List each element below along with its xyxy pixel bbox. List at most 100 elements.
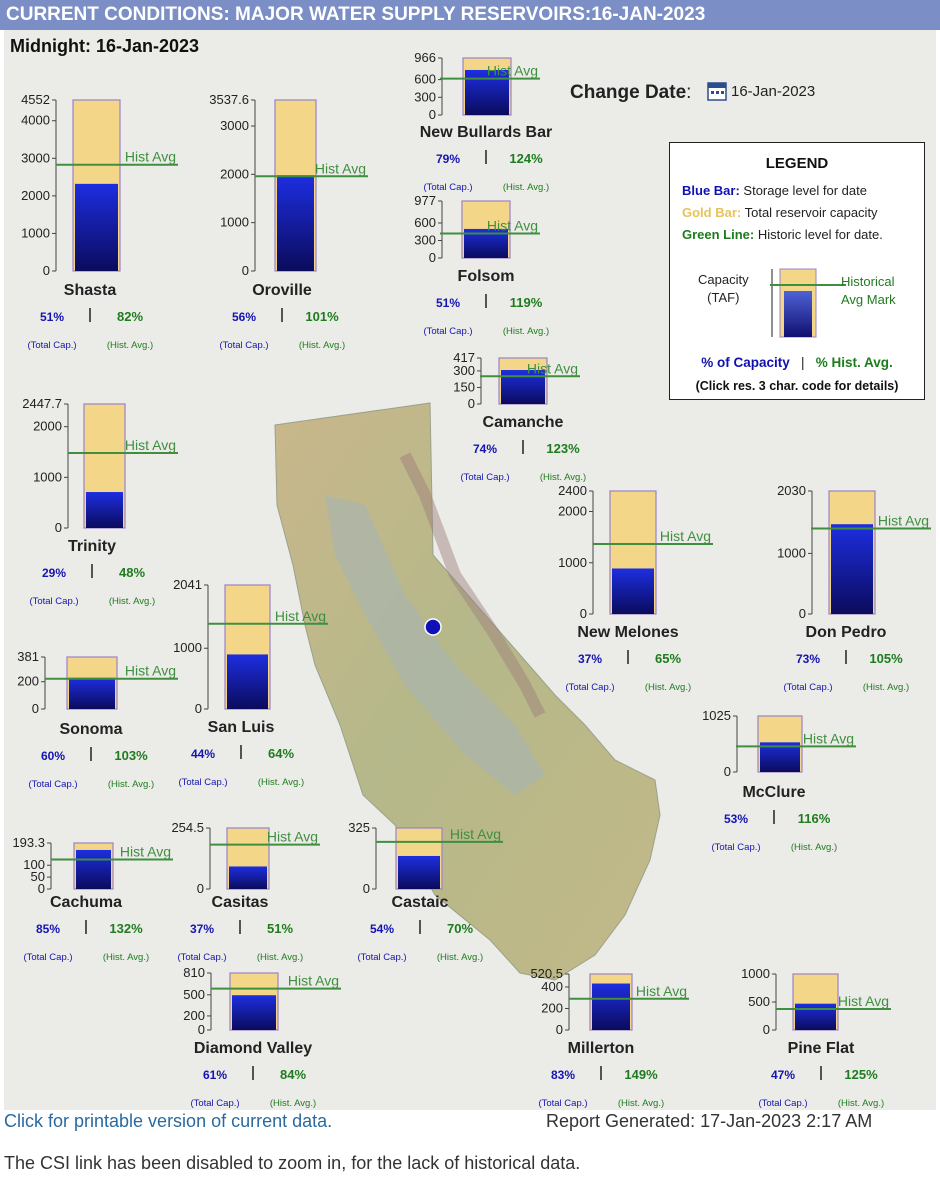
san-luis-pct-capacity: 44% [191,747,215,761]
legend-green: Green Line: Historic level for date. [682,227,883,242]
san-luis-storage-bar [227,654,268,709]
cachuma-pct-hist: 132% [109,921,143,936]
shasta-name[interactable]: Shasta [64,282,117,299]
oroville-total-cap-note: (Total Cap.) [219,340,268,351]
don-pedro-tick-label: 2030 [777,483,806,498]
legend-box: LEGEND Blue Bar: Storage level for date … [669,142,925,400]
sierra-ridge [399,452,546,718]
mcclure-name[interactable]: McClure [742,784,805,801]
folsom-tick-label: 300 [414,232,436,247]
shasta-pct-hist: 82% [117,309,143,324]
shasta-hist-avg-label: Hist Avg [125,149,176,165]
oroville-tick-label: 3537.6 [209,92,249,107]
cachuma-tick-label: 0 [38,881,45,896]
mcclure-total-cap-note: (Total Cap.) [711,842,760,853]
diamond-valley-storage-bar [232,995,276,1030]
sonoma-tick-label: 381 [17,649,39,664]
diamond-valley-pct-hist: 84% [280,1067,306,1082]
page-header: CURRENT CONDITIONS: MAJOR WATER SUPPLY R… [0,0,940,30]
oroville-tick-label: 0 [242,263,249,278]
legend-click-note: (Click res. 3 char. code for details) [695,379,899,393]
sonoma-pct-capacity: 60% [41,749,65,763]
new-bullards-bar-hist-avg-note: (Hist. Avg.) [503,182,549,193]
new-bullards-bar-tick-label: 966 [414,50,436,65]
trinity-total-cap-note: (Total Cap.) [29,596,78,607]
san-luis-name[interactable]: San Luis [208,719,275,736]
oroville-tick-label: 2000 [220,166,249,181]
shasta-pct-capacity: 51% [40,310,64,324]
casitas-pct-capacity: 37% [190,922,214,936]
shasta-total-cap-note: (Total Cap.) [27,340,76,351]
sonoma-hist-avg-label: Hist Avg [125,663,176,679]
sonoma-name[interactable]: Sonoma [59,721,122,738]
millerton-pct-hist: 149% [624,1067,658,1082]
camanche-tick-label: 300 [453,363,475,378]
diamond-valley-name[interactable]: Diamond Valley [194,1040,312,1057]
shasta-storage-bar [75,183,118,271]
don-pedro-pct-hist: 105% [869,651,903,666]
new-melones-pct-capacity: 37% [578,652,602,666]
location-marker[interactable] [424,618,442,636]
diamond-valley-total-cap-note: (Total Cap.) [190,1098,239,1109]
don-pedro-total-cap-note: (Total Cap.) [783,682,832,693]
mcclure-hist-avg-note: (Hist. Avg.) [791,842,837,853]
new-bullards-bar-tick-label: 300 [414,89,436,104]
don-pedro-name[interactable]: Don Pedro [806,624,887,641]
folsom-tick-label: 977 [414,193,436,208]
printable-link[interactable]: Click for printable version of current d… [4,1111,333,1131]
trinity-tick-label: 2000 [33,419,62,434]
sonoma-tick-label: 200 [17,674,39,689]
castaic-hist-avg-label: Hist Avg [450,826,501,842]
mcclure-hist-avg-label: Hist Avg [803,730,854,746]
san-luis-hist-avg-label: Hist Avg [275,608,326,624]
sonoma-hist-avg-note: (Hist. Avg.) [108,779,154,790]
folsom-name[interactable]: Folsom [458,268,515,285]
mcclure-tick-label: 1025 [702,708,731,723]
millerton-hist-avg-note: (Hist. Avg.) [618,1098,664,1109]
millerton-pct-capacity: 83% [551,1068,575,1082]
oroville-hist-avg-label: Hist Avg [315,160,366,176]
pine-flat-name[interactable]: Pine Flat [788,1040,855,1057]
diamond-valley-tick-label: 500 [183,987,205,1002]
casitas-hist-avg-label: Hist Avg [267,829,318,845]
new-melones-name[interactable]: New Melones [577,624,678,641]
oroville-name[interactable]: Oroville [252,282,312,299]
pine-flat-pct-capacity: 47% [771,1068,795,1082]
oroville-hist-avg-note: (Hist. Avg.) [299,340,345,351]
trinity-pct-hist: 48% [119,565,145,580]
shasta-tick-label: 0 [43,263,50,278]
trinity-name[interactable]: Trinity [68,538,116,555]
trinity-tick-label: 2447.7 [22,396,62,411]
cachuma-tick-label: 193.3 [12,835,45,850]
casitas-name[interactable]: Casitas [212,894,269,911]
oroville-tick-label: 1000 [220,215,249,230]
cachuma-name[interactable]: Cachuma [50,894,122,911]
new-bullards-bar-name[interactable]: New Bullards Bar [420,124,552,141]
camanche-hist-avg-note: (Hist. Avg.) [540,472,586,483]
new-bullards-bar-hist-avg-label: Hist Avg [487,63,538,79]
chart-mcclure: 0 1025 Hist Avg McClure 53% 116% (Total Cap.) (… [702,708,856,853]
don-pedro-tick-label: 1000 [777,545,806,560]
casitas-tick-label: 254.5 [171,820,204,835]
castaic-tick-label: 0 [363,881,370,896]
legend-sample-bar [770,268,846,338]
castaic-name[interactable]: Castaic [392,894,449,911]
calendar-icon[interactable] [707,81,727,101]
casitas-hist-avg-note: (Hist. Avg.) [257,952,303,963]
castaic-storage-bar [398,855,440,889]
pine-flat-hist-avg-label: Hist Avg [838,993,889,1009]
camanche-tick-label: 0 [468,396,475,411]
camanche-pct-hist: 123% [546,441,580,456]
folsom-tick-label: 0 [429,250,436,265]
sonoma-tick-label: 0 [32,701,39,716]
new-bullards-bar-storage-bar [465,69,509,115]
new-bullards-bar-total-cap-note: (Total Cap.) [423,182,472,193]
camanche-name[interactable]: Camanche [483,414,564,431]
new-melones-tick-label: 0 [580,606,587,621]
millerton-name[interactable]: Millerton [568,1040,635,1057]
